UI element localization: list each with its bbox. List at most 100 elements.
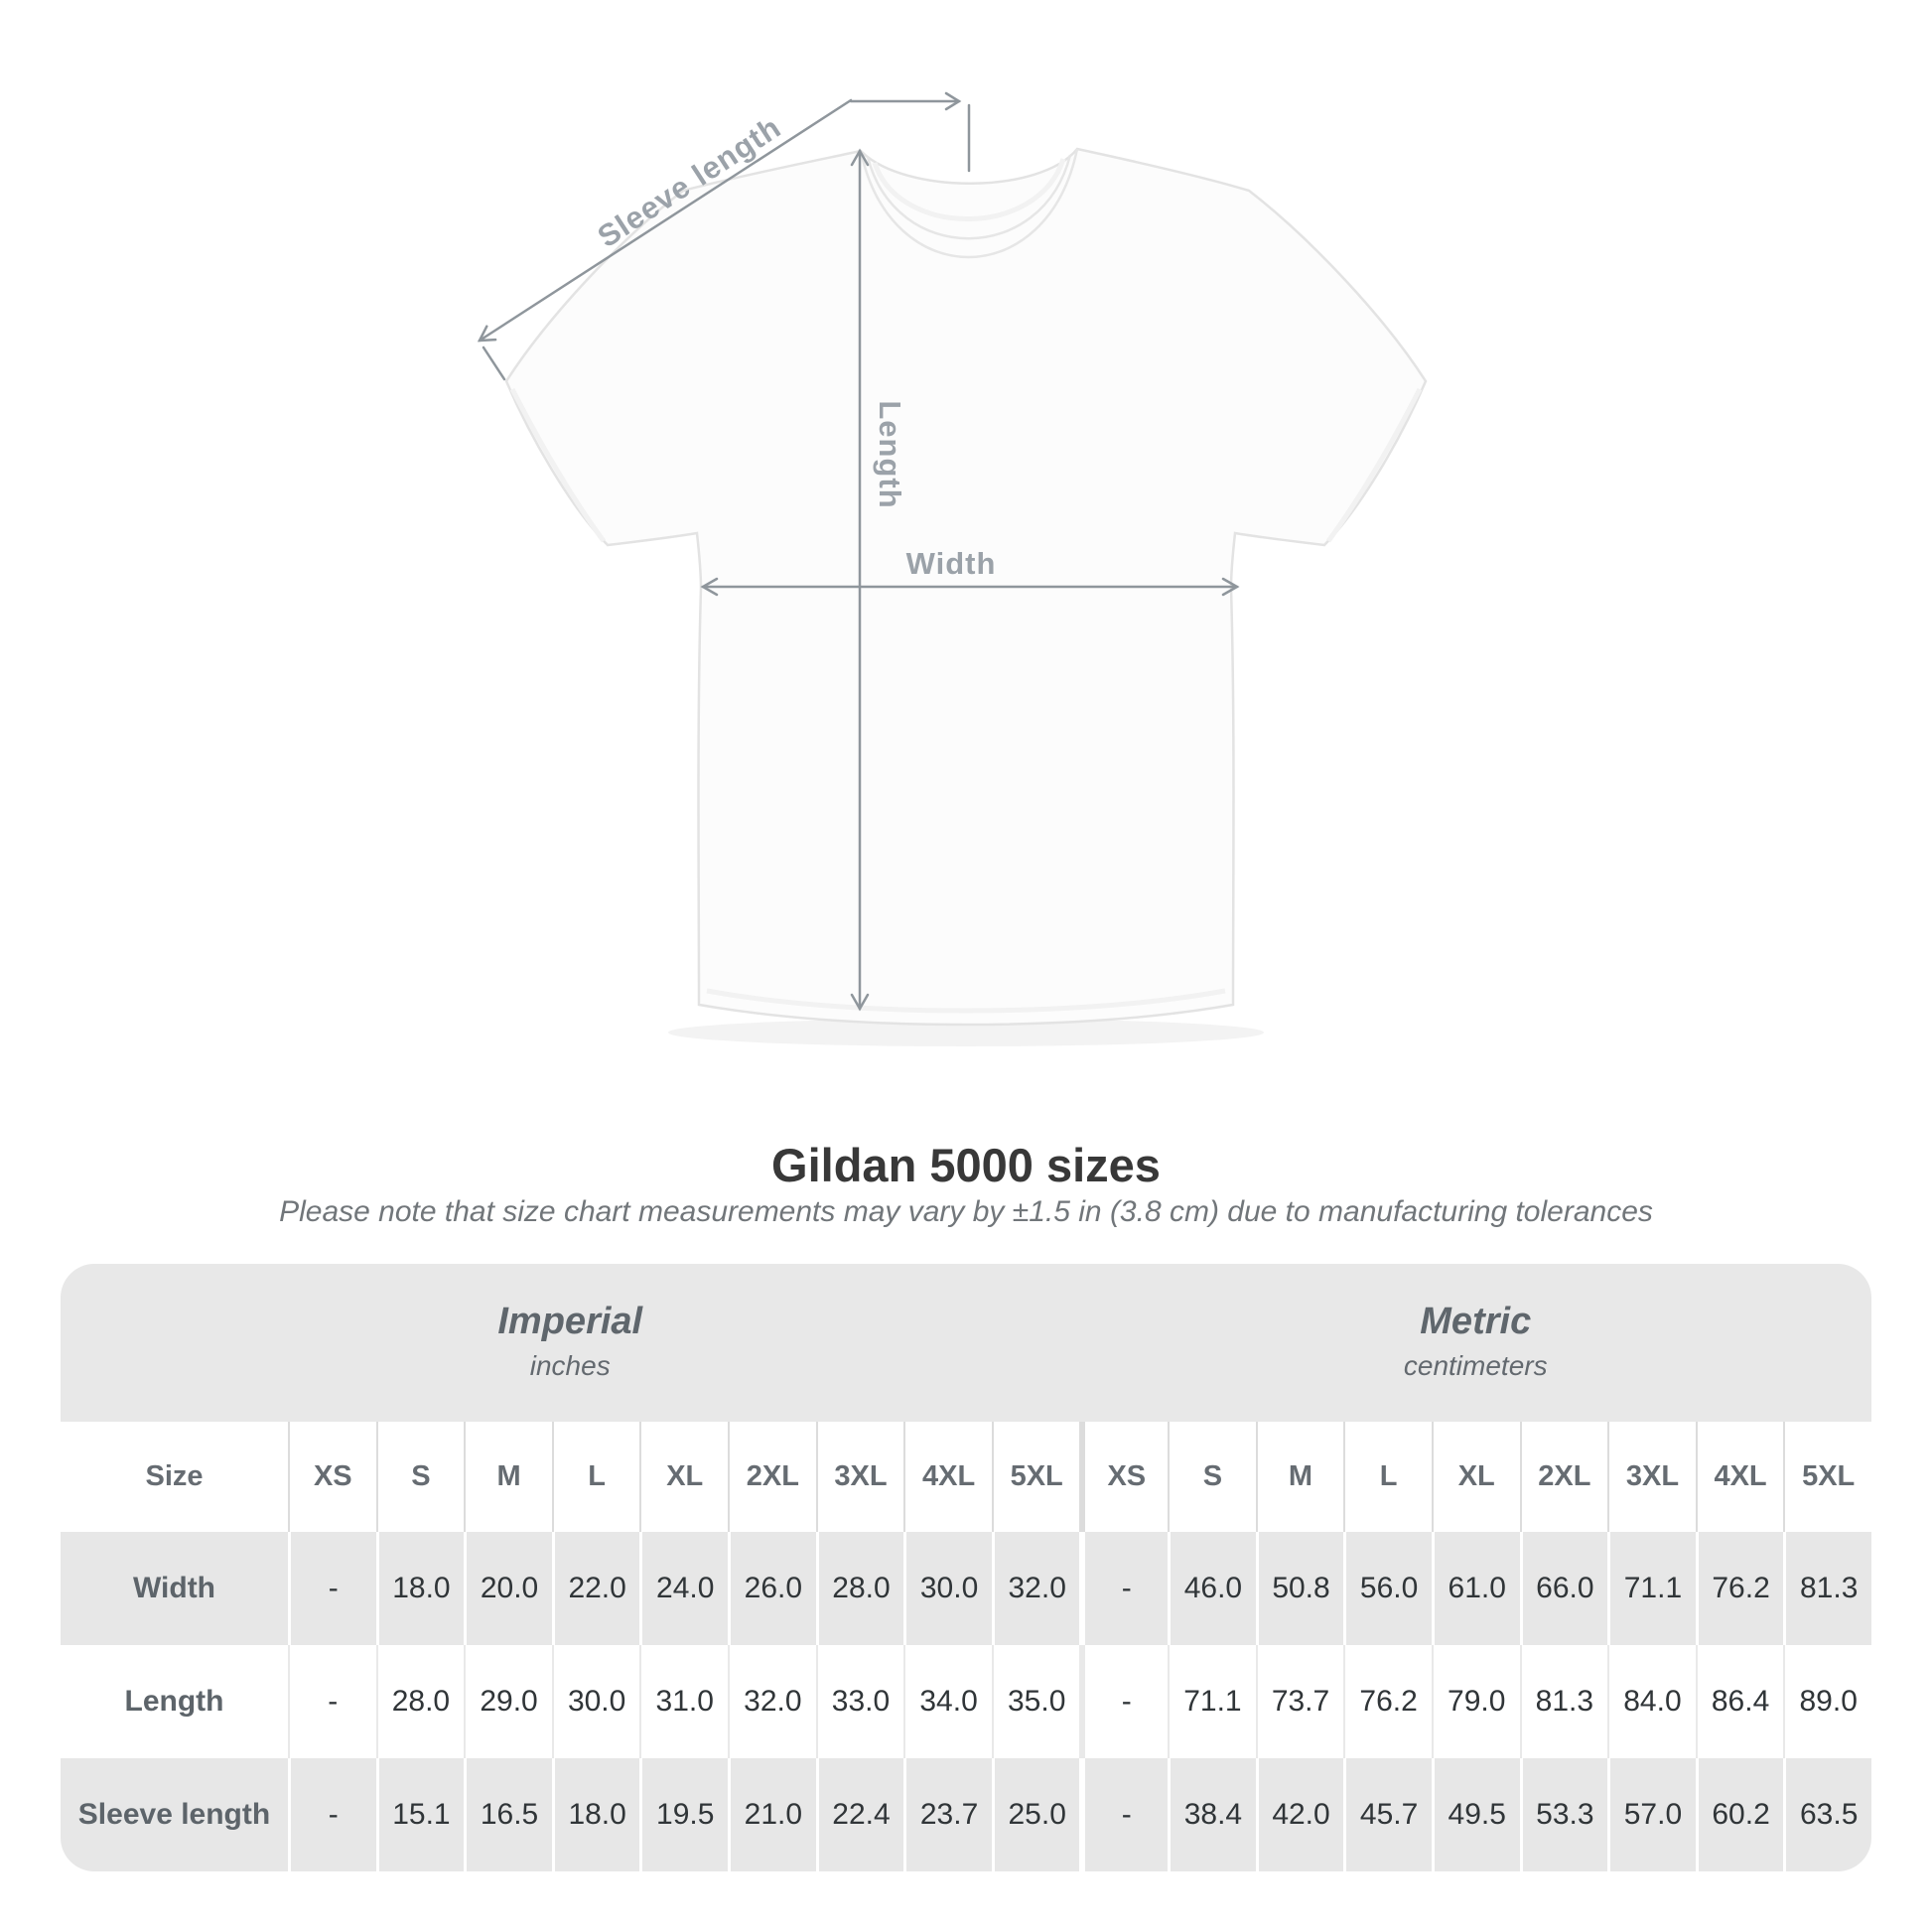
size-header-cell: 3XL — [815, 1422, 904, 1532]
value-cell: 28.0 — [375, 1645, 465, 1758]
size-header-cell: 4XL — [1695, 1422, 1784, 1532]
value-cell: 29.0 — [464, 1645, 552, 1758]
value-cell: 71.1 — [1168, 1645, 1256, 1758]
size-header-cell: 3XL — [1607, 1422, 1696, 1532]
value-cell: 89.0 — [1783, 1645, 1871, 1758]
value-cell: 76.2 — [1695, 1532, 1784, 1645]
size-header-cell: 2XL — [728, 1422, 816, 1532]
metric-group-header: Metric centimeters — [1079, 1264, 1871, 1422]
value-cell: 28.0 — [815, 1532, 904, 1645]
size-header-cell: XL — [1431, 1422, 1520, 1532]
collar-seam — [866, 154, 1072, 240]
length-arrowhead-top — [850, 148, 870, 167]
size-header-cell: M — [464, 1422, 552, 1532]
size-header-cell: 2XL — [1519, 1422, 1608, 1532]
value-cell: 26.0 — [728, 1532, 816, 1645]
right-sleeve-hem-seam — [1325, 387, 1423, 543]
value-cell: - — [288, 1532, 376, 1645]
collar-stitch — [872, 158, 1066, 221]
size-header-cell: XS — [1079, 1422, 1169, 1532]
table-row-sleeve-length: Sleeve length - 15.1 16.5 18.0 19.5 21.0… — [61, 1758, 1871, 1871]
row-label-cell: Length — [61, 1645, 288, 1758]
value-cell: 18.0 — [375, 1532, 465, 1645]
value-cell: 79.0 — [1431, 1645, 1520, 1758]
value-cell: 71.1 — [1607, 1532, 1696, 1645]
value-cell: - — [1079, 1532, 1169, 1645]
value-cell: 76.2 — [1343, 1645, 1432, 1758]
value-cell: 33.0 — [815, 1645, 904, 1758]
left-sleeve-hem-seam — [509, 387, 607, 543]
bottom-hem-seam — [706, 988, 1226, 1014]
width-label: Width — [906, 546, 997, 581]
imperial-group-name: Imperial — [497, 1301, 643, 1343]
metric-group-unit: centimeters — [1403, 1350, 1548, 1382]
value-cell: 63.5 — [1783, 1758, 1871, 1871]
shirt-shadow — [668, 1019, 1264, 1046]
value-cell: 56.0 — [1343, 1532, 1432, 1645]
value-cell: 30.0 — [551, 1645, 640, 1758]
size-header-cell: S — [375, 1422, 465, 1532]
value-cell: 25.0 — [991, 1758, 1080, 1871]
collar-outline — [859, 148, 1079, 259]
width-arrowhead-left — [700, 577, 719, 597]
value-cell: 23.7 — [903, 1758, 992, 1871]
value-cell: 81.3 — [1783, 1532, 1871, 1645]
length-arrowhead-bottom — [850, 993, 870, 1012]
value-cell: 84.0 — [1607, 1645, 1696, 1758]
size-table-grid: Imperial inches Metric centimeters Size … — [61, 1264, 1871, 1871]
value-cell: 57.0 — [1607, 1758, 1696, 1871]
tshirt-measurement-diagram: Sleeve length Length Width — [477, 91, 1428, 1046]
value-cell: 32.0 — [991, 1532, 1080, 1645]
table-row-width: Width - 18.0 20.0 22.0 24.0 26.0 28.0 30… — [61, 1532, 1871, 1645]
unit-group-row: Imperial inches Metric centimeters — [61, 1264, 1871, 1422]
value-cell: 50.8 — [1255, 1532, 1344, 1645]
imperial-group-header: Imperial inches — [61, 1264, 1080, 1422]
value-cell: 49.5 — [1431, 1758, 1520, 1871]
value-cell: 46.0 — [1168, 1532, 1256, 1645]
size-header-cell: S — [1168, 1422, 1256, 1532]
size-header-cell: 5XL — [991, 1422, 1080, 1532]
size-header-cell: L — [551, 1422, 640, 1532]
value-cell: 38.4 — [1168, 1758, 1256, 1871]
value-cell: 20.0 — [464, 1532, 552, 1645]
neck-reference-arrowhead — [944, 91, 962, 111]
value-cell: 35.0 — [991, 1645, 1080, 1758]
value-cell: 22.4 — [815, 1758, 904, 1871]
value-cell: - — [1079, 1645, 1169, 1758]
value-cell: 53.3 — [1519, 1758, 1608, 1871]
value-cell: - — [288, 1645, 376, 1758]
sleeve-length-arrow — [478, 98, 853, 343]
size-header-row: Size XS S M L XL 2XL 3XL 4XL 5XL XS S M … — [61, 1422, 1871, 1532]
table-corner-cell: Size — [61, 1422, 288, 1532]
value-cell: 22.0 — [551, 1532, 640, 1645]
value-cell: 86.4 — [1695, 1645, 1784, 1758]
value-cell: 15.1 — [375, 1758, 465, 1871]
size-header-cell: L — [1343, 1422, 1432, 1532]
value-cell: 81.3 — [1519, 1645, 1608, 1758]
value-cell: 31.0 — [639, 1645, 729, 1758]
size-table: Imperial inches Metric centimeters Size … — [61, 1264, 1871, 1871]
value-cell: 66.0 — [1519, 1532, 1608, 1645]
metric-group-name: Metric — [1420, 1301, 1532, 1343]
row-label-cell: Width — [61, 1532, 288, 1645]
sleeve-length-arrowhead — [477, 325, 497, 343]
value-cell: 19.5 — [639, 1758, 729, 1871]
size-header-cell: XS — [288, 1422, 376, 1532]
value-cell: 34.0 — [903, 1645, 992, 1758]
value-cell: 73.7 — [1255, 1645, 1344, 1758]
page-title: Gildan 5000 sizes — [771, 1139, 1161, 1191]
value-cell: 18.0 — [551, 1758, 640, 1871]
width-arrowhead-right — [1221, 577, 1240, 597]
size-header-cell: 4XL — [903, 1422, 992, 1532]
value-cell: 45.7 — [1343, 1758, 1432, 1871]
value-cell: 32.0 — [728, 1645, 816, 1758]
sleeve-length-extension — [482, 345, 506, 381]
size-header-cell: XL — [639, 1422, 729, 1532]
row-label-cell: Sleeve length — [61, 1758, 288, 1871]
size-header-cell: 5XL — [1783, 1422, 1871, 1532]
table-row-length: Length - 28.0 29.0 30.0 31.0 32.0 33.0 3… — [61, 1645, 1871, 1758]
value-cell: - — [1079, 1758, 1169, 1871]
value-cell: - — [288, 1758, 376, 1871]
value-cell: 21.0 — [728, 1758, 816, 1871]
imperial-group-unit: inches — [529, 1350, 611, 1382]
